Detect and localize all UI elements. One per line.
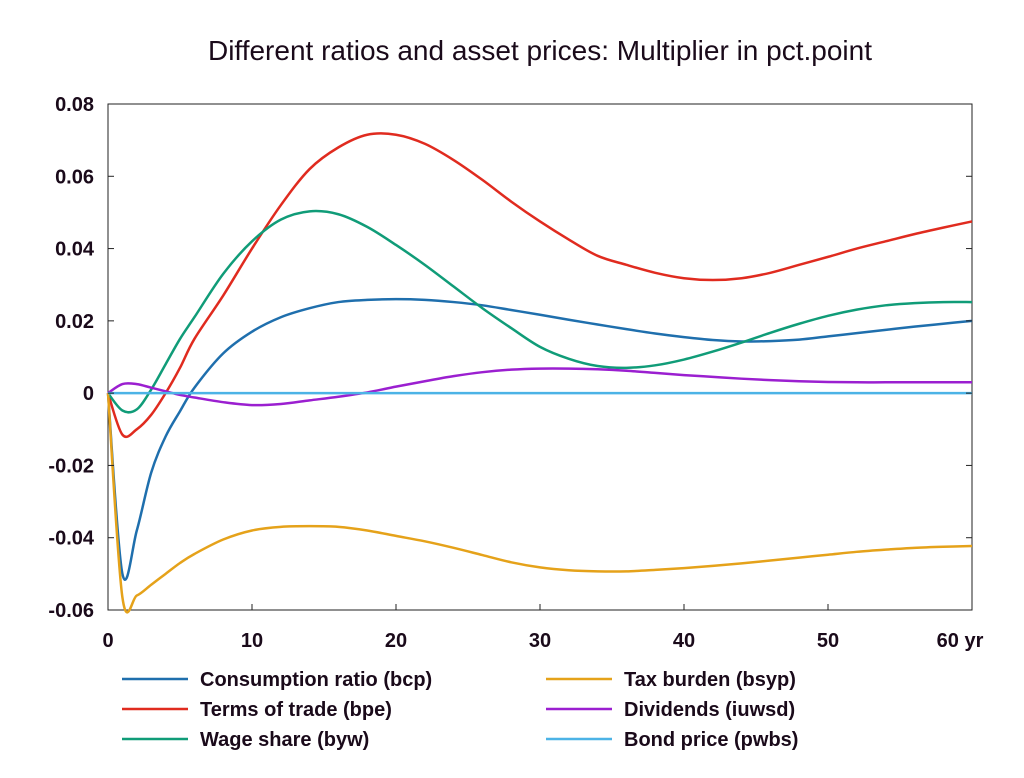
legend-item-terms-of-trade-bpe: Terms of trade (bpe) [122, 699, 392, 721]
x-axis: 0 10 20 30 40 50 60 yr [102, 604, 984, 652]
legend-label: Bond price (pwbs) [624, 729, 798, 751]
legend: Consumption ratio (bcp) Terms of trade (b… [122, 669, 798, 751]
series-line-dividends-iuwsd [107, 367, 972, 407]
legend-item-consumption-ratio-bcp: Consumption ratio (bcp) [122, 669, 432, 691]
series-line-tax-burden-bsyp [106, 393, 973, 614]
x-tick-label: 0 [102, 630, 113, 652]
legend-label: Dividends (iuwsd) [624, 699, 795, 721]
x-tick-label: 10 [241, 630, 263, 652]
y-tick-label: -0.02 [48, 455, 94, 477]
series-line-consumption-ratio-bcp [106, 297, 973, 582]
x-tick-label: 20 [385, 630, 407, 652]
legend-item-bond-price-pwbs: Bond price (pwbs) [546, 729, 798, 751]
legend-item-tax-burden-bsyp: Tax burden (bsyp) [546, 669, 796, 691]
legend-label: Consumption ratio (bcp) [200, 669, 432, 691]
series-lines [106, 132, 973, 614]
legend-label: Tax burden (bsyp) [624, 669, 796, 691]
y-axis: -0.06 -0.04 -0.02 0 0.02 0.04 0.06 0.08 [48, 94, 972, 622]
y-tick-label: 0.02 [55, 311, 94, 333]
legend-label: Wage share (byw) [200, 729, 369, 751]
legend-label: Terms of trade (bpe) [200, 699, 392, 721]
x-tick-label: 40 [673, 630, 695, 652]
y-tick-label: -0.06 [48, 600, 94, 622]
y-tick-label: 0 [83, 383, 94, 405]
x-tick-label: 30 [529, 630, 551, 652]
legend-item-dividends-iuwsd: Dividends (iuwsd) [546, 699, 795, 721]
y-tick-label: -0.04 [48, 528, 94, 550]
y-tick-label: 0.08 [55, 94, 94, 116]
x-tick-label: 60 yr [937, 630, 984, 652]
legend-item-wage-share-byw: Wage share (byw) [122, 729, 369, 751]
chart-title: Different ratios and asset prices: Multi… [208, 35, 872, 66]
series-line-wage-share-byw [107, 209, 973, 414]
series-line-terms-of-trade-bpe [106, 132, 973, 439]
y-tick-label: 0.06 [55, 166, 94, 188]
x-tick-label: 50 [817, 630, 839, 652]
y-tick-label: 0.04 [55, 239, 95, 261]
